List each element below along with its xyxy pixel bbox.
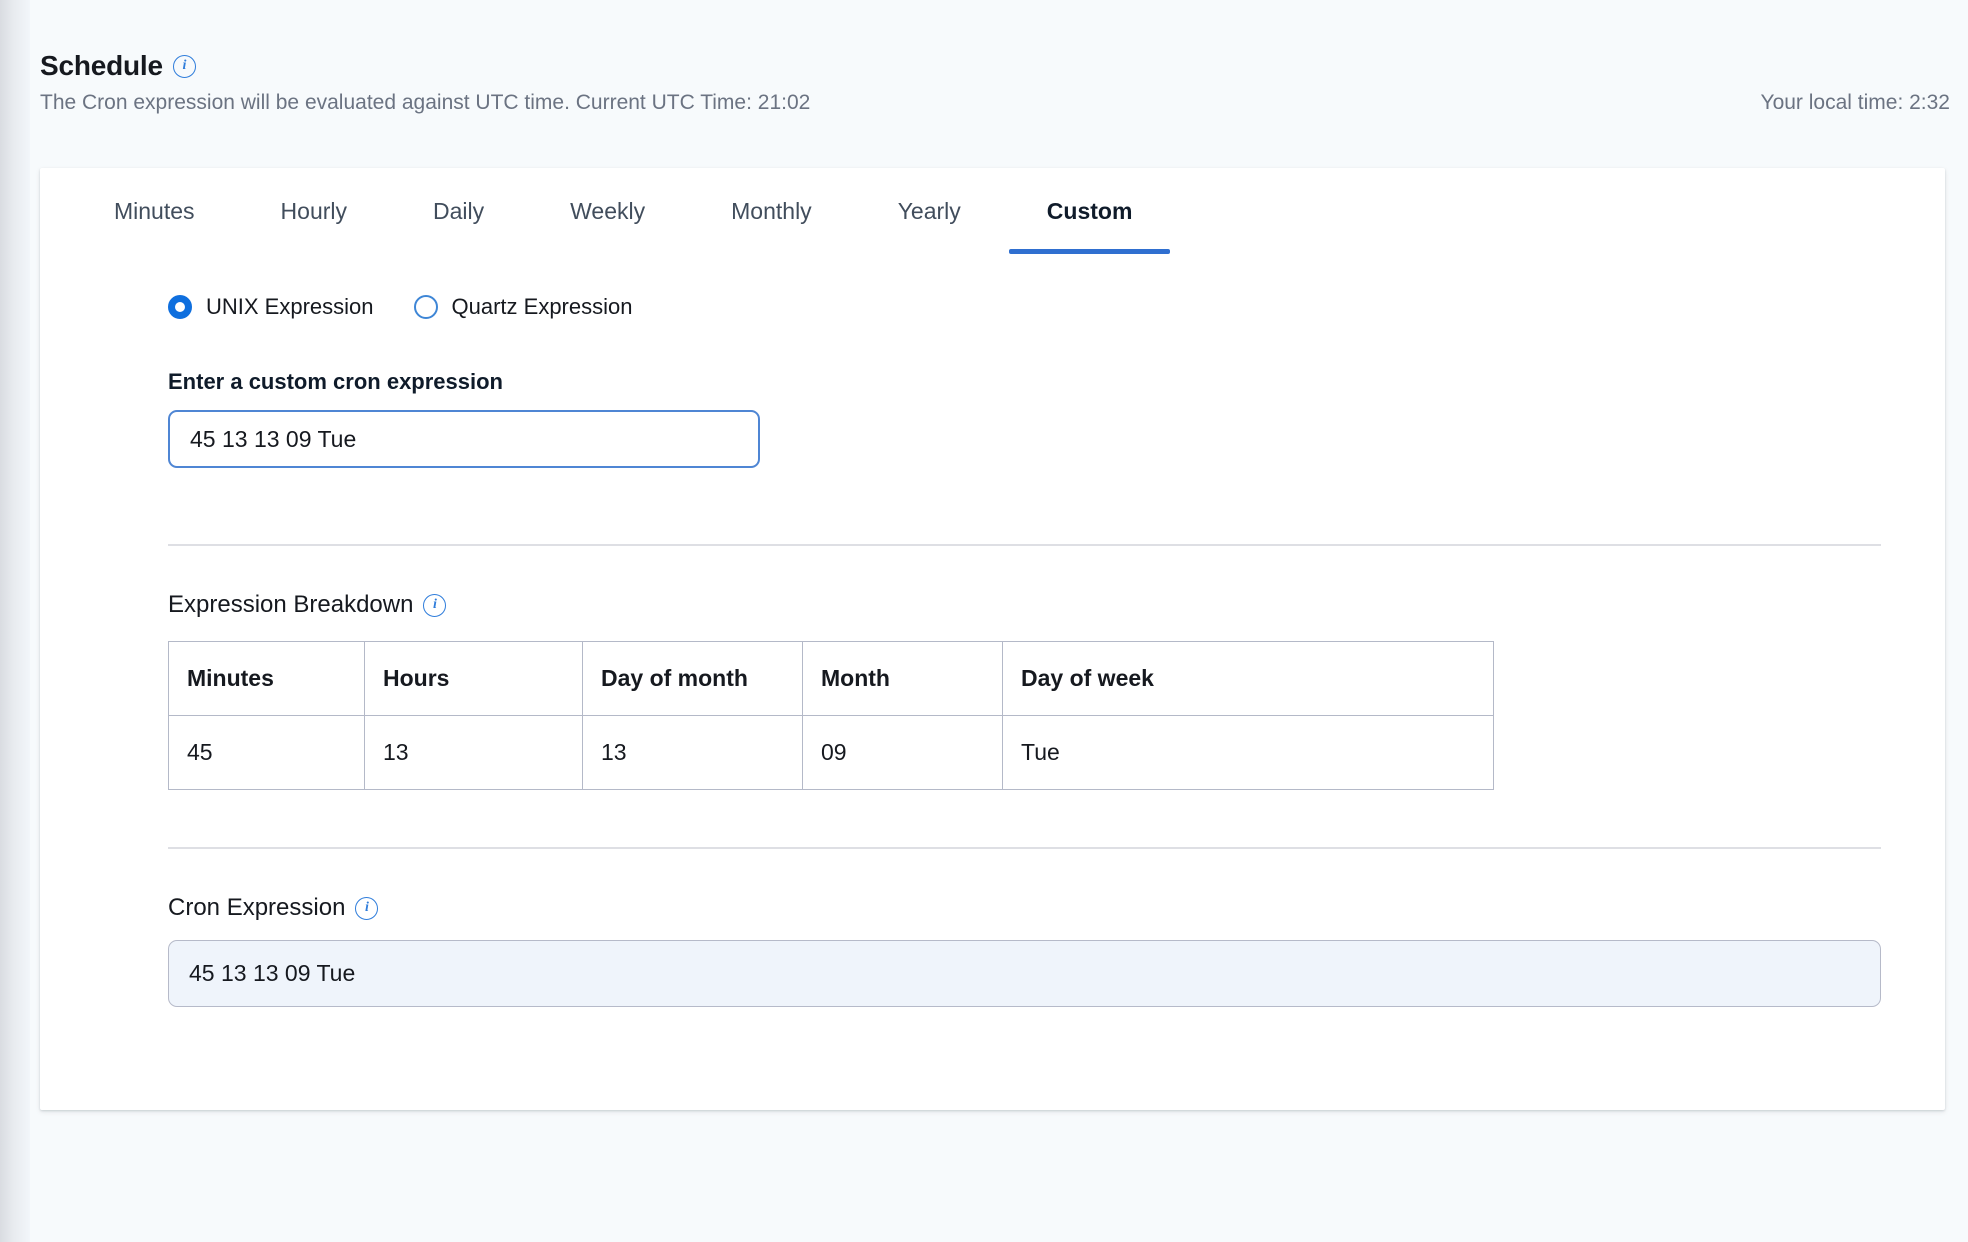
column-header-day-of-week: Day of week <box>1002 641 1494 716</box>
custom-expression-label: Enter a custom cron expression <box>168 369 503 394</box>
section-divider-2 <box>168 847 1881 849</box>
column-header-month: Month <box>802 641 1003 716</box>
column-header-day-of-month: Day of month <box>582 641 803 716</box>
schedule-page: Schedule i The Cron expression will be e… <box>30 0 1968 1242</box>
cell-hours: 13 <box>364 715 583 790</box>
subtitle-row: The Cron expression will be evaluated ag… <box>40 91 1958 115</box>
cell-day-of-week: Tue <box>1002 715 1494 790</box>
custom-tab-panel: UNIX Expression Quartz Expression Enter … <box>40 254 1945 1007</box>
page-title: Schedule <box>40 50 163 81</box>
radio-quartz-expression[interactable] <box>413 295 438 319</box>
schedule-tabs: Minutes Hourly Daily Weekly Monthly Year… <box>40 168 1945 254</box>
expression-breakdown-info-icon[interactable]: i <box>423 593 447 617</box>
expression-breakdown-table: Minutes Hours Day of month Month Day of … <box>168 641 1494 790</box>
tab-hourly[interactable]: Hourly <box>280 197 348 224</box>
cron-expression-heading: Cron Expression i <box>40 894 1945 922</box>
expression-breakdown-heading: Expression Breakdown i <box>40 591 1945 619</box>
section-divider-1 <box>168 544 1881 546</box>
cell-minutes: 45 <box>168 715 365 790</box>
schedule-info-icon[interactable]: i <box>172 54 196 78</box>
cron-expression-info-icon[interactable]: i <box>355 896 379 920</box>
tab-yearly[interactable]: Yearly <box>897 197 961 224</box>
schedule-card: Minutes Hourly Daily Weekly Monthly Year… <box>40 168 1945 1110</box>
cron-expression-value-box: 45 13 13 09 Tue <box>168 940 1881 1007</box>
page-header: Schedule i The Cron expression will be e… <box>40 50 1958 115</box>
table-row: 45 13 13 09 Tue <box>168 715 1494 790</box>
radio-label-unix-expression: UNIX Expression <box>206 294 374 319</box>
local-time-note: Your local time: 2:32 <box>1760 91 1950 114</box>
cell-day-of-month: 13 <box>582 715 803 790</box>
tab-minutes[interactable]: Minutes <box>114 197 195 224</box>
utc-time-note: The Cron expression will be evaluated ag… <box>40 91 811 114</box>
radio-option-unix-expression[interactable]: UNIX Expression <box>168 294 374 320</box>
column-header-minutes: Minutes <box>168 641 365 716</box>
tab-weekly[interactable]: Weekly <box>570 197 646 224</box>
radio-unix-expression[interactable] <box>168 295 192 319</box>
cron-expression-title: Cron Expression <box>168 894 346 921</box>
left-edge-gutter <box>0 0 30 1242</box>
radio-option-quartz-expression[interactable]: Quartz Expression <box>413 294 633 320</box>
expression-breakdown-title: Expression Breakdown <box>168 591 414 618</box>
cron-expression-value: 45 13 13 09 Tue <box>189 960 356 986</box>
radio-label-quartz-expression: Quartz Expression <box>451 294 633 319</box>
tab-monthly[interactable]: Monthly <box>731 197 812 224</box>
table-header-row: Minutes Hours Day of month Month Day of … <box>168 641 1494 716</box>
column-header-hours: Hours <box>364 641 583 716</box>
cell-month: 09 <box>802 715 1003 790</box>
expression-type-radio-group: UNIX Expression Quartz Expression <box>40 254 1945 320</box>
tab-daily[interactable]: Daily <box>433 197 485 224</box>
custom-cron-expression-input[interactable] <box>168 410 760 468</box>
title-row: Schedule i <box>40 50 1958 82</box>
tab-custom[interactable]: Custom <box>1008 168 1171 254</box>
